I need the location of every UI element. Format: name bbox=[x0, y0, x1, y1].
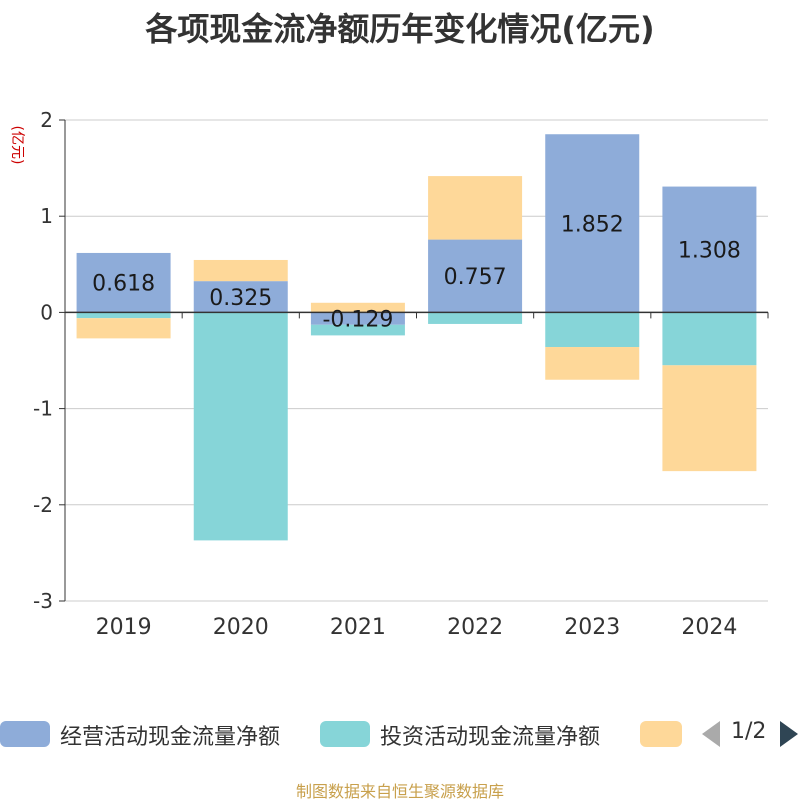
y-tick-label: -1 bbox=[33, 397, 53, 421]
bar-2023-series-2 bbox=[545, 347, 640, 380]
y-tick-label: 2 bbox=[40, 108, 53, 132]
x-tick-label: 2019 bbox=[96, 615, 152, 640]
data-label: -0.129 bbox=[322, 308, 393, 333]
grid-lines bbox=[65, 119, 768, 602]
bar-2021-series-0 bbox=[310, 312, 405, 325]
bar-2023-series-1 bbox=[545, 312, 640, 348]
x-tick-label: 2020 bbox=[213, 615, 269, 640]
bar-2020-series-1 bbox=[193, 312, 288, 541]
x-tick-label: 2021 bbox=[330, 615, 386, 640]
legend-pager-text: 1/2 bbox=[731, 719, 767, 744]
bar-2024-series-1 bbox=[662, 312, 757, 366]
legend-swatch-third-series bbox=[640, 721, 682, 747]
bar-2022-series-2 bbox=[428, 176, 523, 240]
bar-2021-series-2 bbox=[310, 302, 405, 313]
bar-2020-series-0 bbox=[193, 281, 288, 313]
pager-next-icon[interactable] bbox=[778, 720, 800, 748]
y-tick-label: -2 bbox=[33, 493, 53, 517]
bar-2022-series-1 bbox=[428, 312, 523, 324]
bar-2024-series-2 bbox=[662, 365, 757, 472]
y-tick-label: 0 bbox=[40, 300, 53, 324]
legend-swatch-investing bbox=[320, 721, 370, 747]
data-label: 0.325 bbox=[209, 286, 272, 311]
bar-series bbox=[76, 134, 757, 541]
data-label: 0.757 bbox=[444, 265, 507, 290]
bar-2020-series-2 bbox=[193, 259, 288, 282]
x-tick-label: 2022 bbox=[447, 615, 503, 640]
bar-2019-series-1 bbox=[76, 312, 171, 319]
y-axis-unit-label: (亿元) bbox=[9, 126, 25, 165]
bar-2019-series-2 bbox=[76, 318, 171, 339]
bar-2022-series-0 bbox=[428, 239, 523, 313]
y-tick-label: -3 bbox=[33, 589, 53, 613]
bar-2021-series-1 bbox=[310, 324, 405, 336]
data-labels: 0.618 0.325 -0.129 0.757 1.852 1.308 bbox=[92, 212, 741, 332]
bar-2023-series-0 bbox=[545, 134, 640, 313]
axes: 2 1 0 -1 -2 -3 2019 2020 2021 2022 2023 2024 bbox=[33, 108, 769, 640]
data-label: 1.852 bbox=[561, 212, 624, 237]
legend: 经营活动现金流量净额 投资活动现金流量净额 1/2 bbox=[0, 716, 800, 752]
legend-label-operating: 经营活动现金流量净额 bbox=[60, 725, 281, 750]
legend-label-investing: 投资活动现金流量净额 bbox=[380, 725, 601, 750]
pager-prev-icon[interactable] bbox=[700, 720, 722, 748]
data-label: 0.618 bbox=[92, 272, 155, 297]
x-tick-label: 2023 bbox=[564, 615, 620, 640]
bar-2019-series-0 bbox=[76, 252, 171, 313]
data-label: 1.308 bbox=[678, 238, 741, 263]
legend-swatch-operating bbox=[0, 721, 50, 747]
x-tick-label: 2024 bbox=[681, 615, 737, 640]
y-tick-label: 1 bbox=[40, 204, 53, 228]
chart-title: 各项现金流净额历年变化情况(亿元) bbox=[145, 10, 655, 48]
data-source-note: 制图数据来自恒生聚源数据库 bbox=[295, 782, 504, 801]
bar-2024-series-0 bbox=[662, 186, 757, 313]
